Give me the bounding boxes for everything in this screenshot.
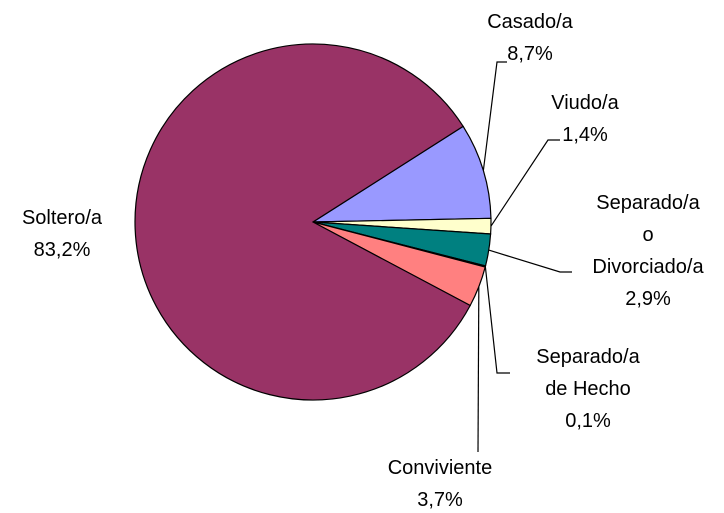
leader-line bbox=[490, 139, 560, 227]
slice-label: Casado/a bbox=[487, 11, 573, 33]
leader-line bbox=[484, 266, 510, 374]
slice-value-label: 3,7% bbox=[417, 489, 463, 511]
slice-value-label: 83,2% bbox=[33, 239, 91, 261]
slice-label: Separado/a de Hecho bbox=[536, 346, 640, 400]
leader-line bbox=[482, 61, 507, 171]
slice-label: Separado/a o Divorciado/a bbox=[592, 192, 704, 278]
slice-value-label: 2,9% bbox=[625, 288, 671, 310]
slice-value-label: 1,4% bbox=[562, 124, 608, 146]
leader-line bbox=[477, 286, 480, 453]
slice-label: Soltero/a bbox=[21, 207, 103, 229]
slice-value-label: 0,1% bbox=[565, 410, 611, 432]
pie-slice bbox=[134, 43, 472, 401]
slice-label: Conviviente bbox=[387, 457, 493, 479]
pie-slice bbox=[310, 125, 492, 223]
leader-line bbox=[488, 249, 572, 273]
slice-value-label: 8,7% bbox=[507, 43, 553, 65]
slice-label: Viudo/a bbox=[551, 92, 619, 114]
